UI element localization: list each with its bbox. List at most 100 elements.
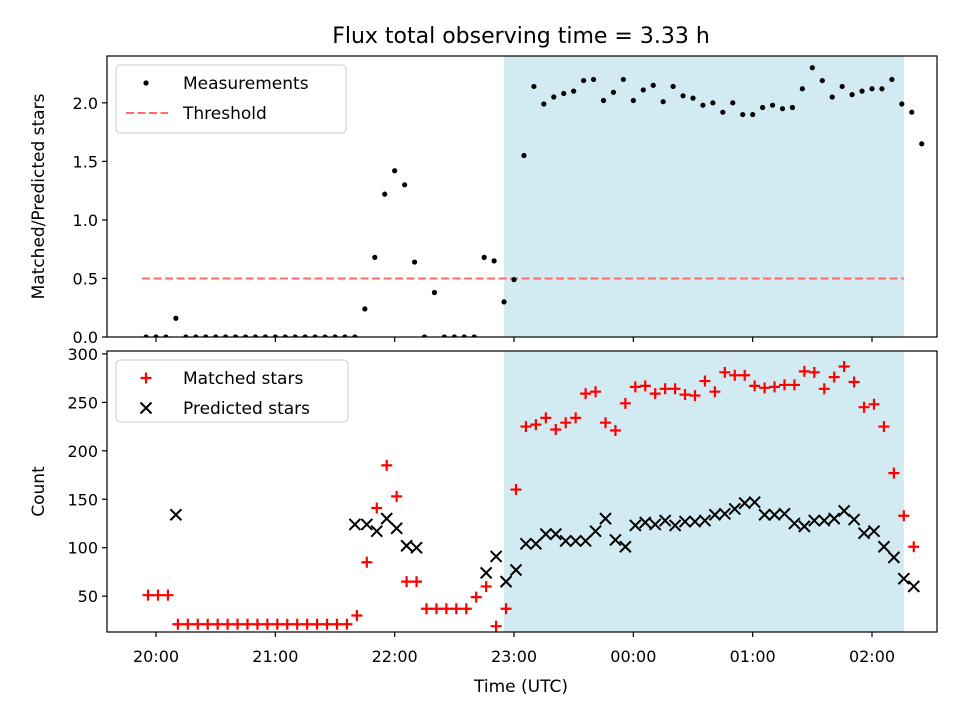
measurement-point	[501, 299, 507, 305]
measurement-point	[620, 76, 626, 83]
legend-label: Matched stars	[183, 369, 303, 389]
predicted-star-point	[768, 508, 781, 521]
measurement-point	[242, 334, 249, 337]
predicted-star-point	[479, 566, 493, 580]
predicted-star-point	[639, 516, 652, 529]
measurement-point	[193, 334, 199, 337]
matched-star-point	[341, 618, 353, 630]
measurement-point	[173, 315, 179, 321]
matched-star-point	[520, 421, 532, 433]
measurement-point	[362, 306, 368, 312]
observing-window-shade	[504, 56, 904, 337]
plot-area	[142, 65, 925, 337]
measurement-point	[411, 259, 418, 265]
x-tick-label: 02:00	[849, 647, 895, 666]
matched-star-point	[460, 603, 472, 615]
legend-marker	[143, 80, 149, 86]
matched-star-point	[411, 576, 423, 588]
measurement-point	[143, 334, 149, 337]
predicted-star-point	[867, 525, 881, 538]
measurement-point	[720, 109, 726, 115]
measurement-point	[769, 102, 776, 108]
measurement-point	[849, 92, 855, 98]
measurement-point	[630, 97, 636, 104]
matched-star-point	[241, 618, 253, 630]
matched-star-point	[440, 603, 452, 615]
axes-frame	[106, 350, 938, 633]
y-tick-label: 1.5	[73, 152, 98, 171]
matched-star-point	[510, 484, 522, 496]
measurement-point	[531, 83, 537, 90]
y-axis-label: Matched/Predicted stars	[29, 93, 49, 299]
matched-star-point	[818, 383, 830, 395]
matched-star-point	[202, 618, 214, 630]
matched-star-point	[878, 421, 890, 433]
y-tick-label: 2.0	[73, 94, 98, 113]
legend-marker	[140, 372, 152, 384]
matched-star-point	[222, 618, 234, 630]
predicted-star-point	[678, 515, 692, 528]
axes-frame	[106, 55, 938, 338]
measurement-point	[292, 334, 298, 337]
x-tick-label: 23:00	[491, 647, 537, 666]
x-tick-label: 22:00	[372, 647, 418, 666]
measurement-point	[799, 86, 805, 92]
predicted-star-point	[877, 540, 891, 553]
predicted-star-point	[629, 519, 642, 532]
measurement-point	[750, 111, 756, 118]
measurement-point	[680, 93, 686, 99]
measurement-point	[302, 334, 308, 337]
measurement-point	[203, 334, 209, 337]
measurement-point	[372, 254, 378, 260]
predicted-star-point	[788, 517, 801, 530]
predicted-star-point	[837, 504, 851, 518]
measurement-point	[332, 334, 338, 337]
matched-star-point	[212, 618, 224, 630]
matched-star-point	[788, 379, 800, 391]
predicted-star-point	[360, 518, 374, 531]
predicted-star-point	[579, 534, 592, 548]
matched-star-point	[361, 556, 373, 568]
predicted-star-point	[758, 508, 771, 521]
measurement-point	[779, 106, 786, 112]
matched-star-point	[769, 381, 781, 393]
plot-area	[142, 361, 920, 632]
measurement-point	[919, 141, 925, 147]
measurement-point	[700, 102, 706, 108]
y-tick-label: 0.5	[73, 269, 98, 288]
measurement-point	[710, 100, 716, 106]
measurement-point	[789, 104, 796, 111]
measurement-point	[760, 104, 766, 111]
predicted-star-point	[549, 527, 562, 541]
x-tick-label: 20:00	[133, 647, 179, 666]
measurement-point	[829, 94, 835, 100]
predicted-star-point	[847, 513, 861, 526]
matched-star-point	[271, 618, 283, 630]
matched-star-point	[669, 383, 681, 395]
measurement-point	[382, 191, 388, 197]
measurement-point	[322, 334, 328, 337]
predicted-star-point	[748, 495, 761, 509]
matched-star-point	[182, 618, 194, 630]
y-tick-label: 150	[67, 490, 98, 509]
measurement-point	[581, 77, 587, 84]
matched-star-point	[142, 589, 154, 601]
matched-star-point	[599, 417, 611, 429]
y-tick-label: 50	[78, 587, 98, 606]
matched-star-point	[232, 618, 244, 630]
predicted-star-point	[688, 515, 702, 528]
predicted-star-point	[818, 514, 831, 527]
matched-star-point	[580, 388, 592, 400]
chart-title: Flux total observing time = 3.33 h	[332, 24, 710, 49]
matched-star-point	[281, 618, 293, 630]
measurement-point	[670, 83, 676, 90]
matched-star-point	[759, 382, 771, 394]
predicted-star-point	[897, 572, 911, 585]
matched-star-point	[749, 380, 761, 392]
measurement-point	[879, 86, 885, 92]
matched-star-point	[848, 376, 860, 388]
measurement-point	[183, 334, 189, 337]
matched-star-point	[251, 618, 263, 630]
predicted-star-point	[370, 525, 383, 538]
